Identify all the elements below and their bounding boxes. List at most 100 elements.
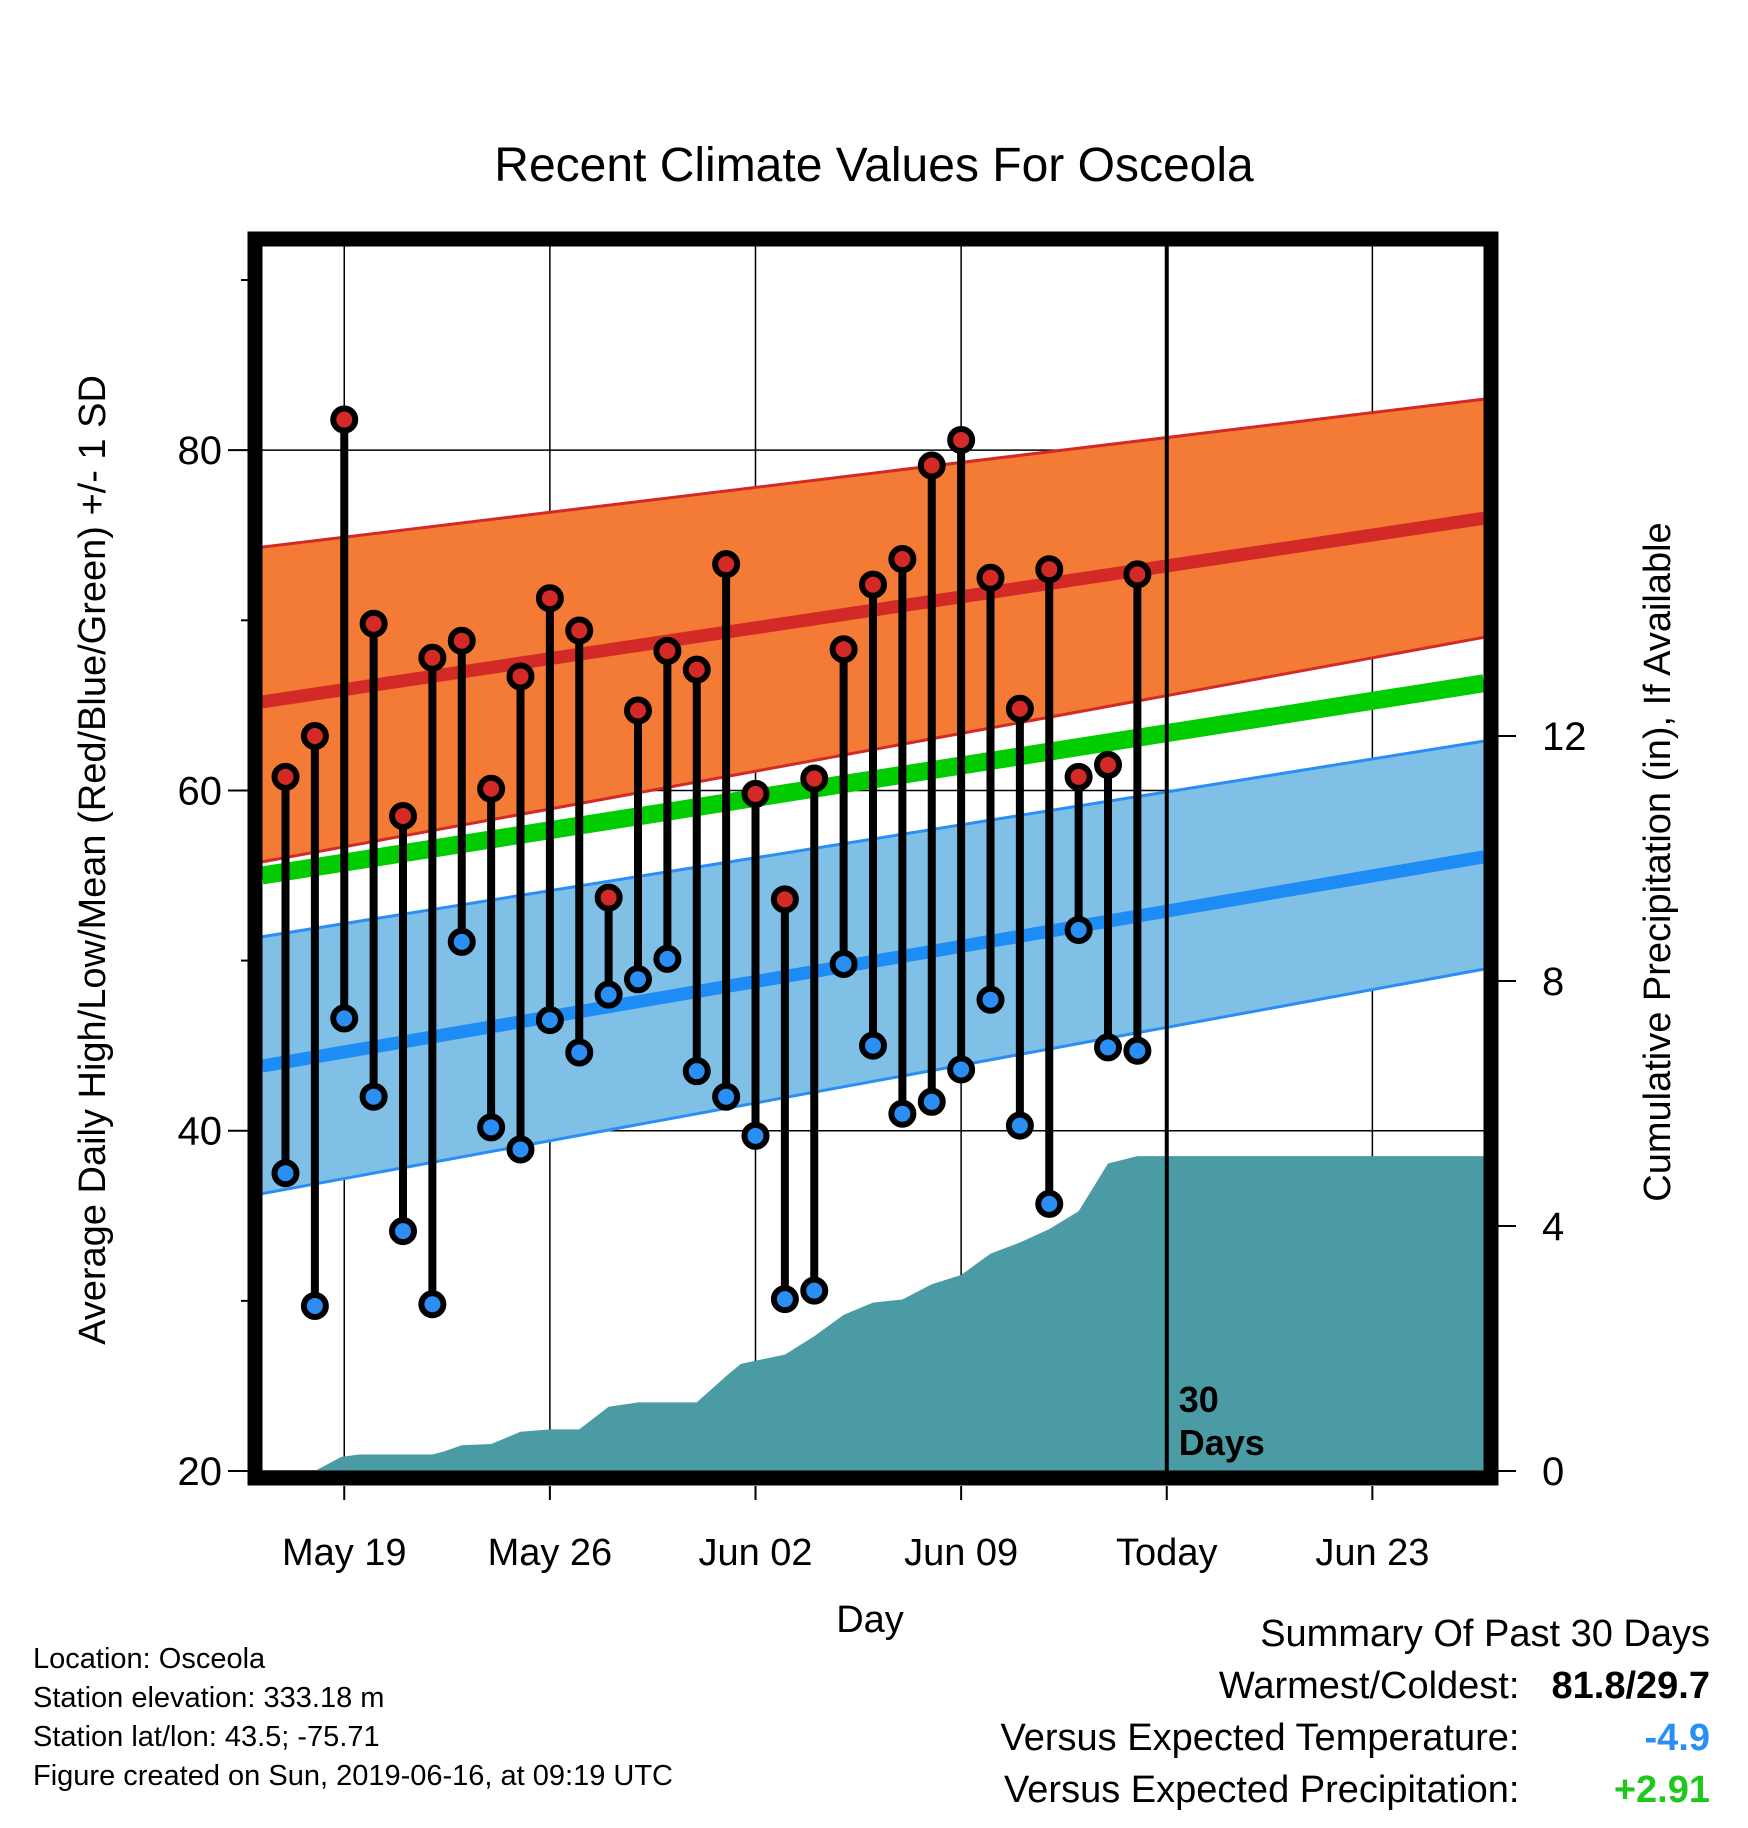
today-days-label-2: Days: [1179, 1422, 1265, 1463]
precip-row: Versus Expected Precipitation: +2.91: [1001, 1764, 1710, 1816]
daily-low-point: [271, 1159, 300, 1188]
daily-low-point: [1035, 1189, 1064, 1218]
x-tick-label: Jun 23: [1315, 1532, 1429, 1574]
daily-low-point: [947, 1055, 976, 1084]
daily-high-point: [594, 883, 623, 912]
temp-value: -4.9: [1644, 1717, 1710, 1759]
daily-high-point: [477, 774, 506, 803]
x-tick-label: Jun 02: [698, 1532, 812, 1574]
temp-label: Versus Expected Temperature:: [1000, 1717, 1520, 1759]
daily-high-point: [682, 655, 711, 684]
summary-panel: Summary Of Past 30 Days Warmest/Coldest:…: [1001, 1608, 1710, 1816]
y2-tick-label: 12: [1542, 715, 1587, 759]
y-tick-label: 60: [178, 769, 223, 813]
y2-tick-label: 8: [1542, 960, 1564, 1004]
created-text: Figure created on Sun, 2019-06-16, at 09…: [33, 1760, 673, 1792]
warmest-row: Warmest/Coldest: 81.8/29.7: [1001, 1660, 1710, 1712]
daily-low-point: [330, 1004, 359, 1033]
daily-low-point: [477, 1113, 506, 1142]
daily-low-point: [506, 1135, 535, 1164]
daily-high-point: [447, 626, 476, 655]
daily-high-point: [947, 425, 976, 454]
daily-low-point: [829, 949, 858, 978]
daily-high-point: [1005, 694, 1034, 723]
warmest-label: Warmest/Coldest:: [1218, 1665, 1520, 1707]
daily-high-point: [300, 722, 329, 750]
daily-low-point: [359, 1082, 388, 1111]
precip-label: Versus Expected Precipitation:: [1004, 1769, 1520, 1811]
daily-high-point: [712, 550, 741, 579]
x-axis-label: Day: [836, 1599, 904, 1641]
daily-high-point: [917, 451, 946, 480]
daily-low-point: [624, 965, 652, 994]
normal-low-lower-edge: [261, 967, 1485, 1196]
daily-high-point: [1094, 750, 1122, 779]
daily-low-point: [1094, 1033, 1122, 1062]
daily-high-point: [741, 779, 770, 808]
y-axis-label: Average Daily High/Low/Mean (Red/Blue/Gr…: [72, 375, 114, 1345]
daily-high-point: [888, 545, 917, 574]
x-tick-label: May 26: [488, 1532, 613, 1574]
daily-low-point: [1123, 1036, 1152, 1065]
daily-low-point: [682, 1057, 711, 1086]
daily-high-point: [359, 609, 388, 638]
daily-high-point: [800, 764, 829, 793]
daily-low-point: [770, 1285, 799, 1314]
daily-high-point: [506, 662, 535, 691]
daily-high-point: [624, 696, 652, 725]
daily-low-point: [418, 1290, 447, 1319]
daily-low-point: [1064, 915, 1093, 944]
daily-high-point: [829, 635, 858, 664]
daily-low-point: [976, 985, 1005, 1014]
daily-low-point: [800, 1276, 829, 1305]
daily-low-point: [917, 1087, 946, 1116]
plot-border: [247, 231, 1499, 1486]
temp-row: Versus Expected Temperature: -4.9: [1001, 1712, 1710, 1764]
elevation-text: Station elevation: 333.18 m: [33, 1682, 385, 1714]
daily-low-point: [712, 1082, 741, 1111]
daily-high-point: [271, 762, 300, 791]
precip-area-shape: [314, 1156, 1484, 1471]
normal-high-upper-edge: [261, 397, 1485, 549]
plot-frame: [247, 231, 1499, 1486]
summary-title: Summary Of Past 30 Days: [1260, 1613, 1710, 1655]
daily-low-point: [389, 1217, 417, 1246]
daily-range-bars: [271, 405, 1152, 1320]
precip-area: [314, 1156, 1484, 1471]
daily-high-point: [1123, 560, 1152, 589]
axis-ticks: May 19 May 26 Jun 02 Jun 09 Today Jun 2320406…: [178, 279, 1587, 1574]
daily-low-point: [741, 1121, 770, 1150]
x-tick-label: May 19: [282, 1532, 407, 1574]
y-tick-label: 20: [178, 1450, 223, 1494]
daily-low-point: [594, 980, 623, 1009]
daily-low-point: [447, 927, 476, 956]
warmest-value: 81.8/29.7: [1551, 1665, 1710, 1707]
precip-value: +2.91: [1613, 1769, 1710, 1811]
y-tick-label: 80: [178, 429, 223, 473]
daily-low-point: [888, 1099, 917, 1128]
y2-axis-label: Cumulative Precipitation (in), If Availa…: [1637, 522, 1679, 1201]
daily-high-point: [1035, 555, 1064, 584]
x-tick-label: Jun 09: [904, 1532, 1018, 1574]
location-text: Location: Osceola: [33, 1643, 266, 1675]
daily-low-point: [565, 1038, 594, 1067]
y2-tick-label: 0: [1542, 1450, 1564, 1494]
daily-low-point: [1005, 1111, 1034, 1140]
daily-high-point: [1064, 762, 1093, 791]
daily-high-point: [535, 584, 564, 613]
daily-low-point: [300, 1291, 329, 1320]
today-days-label: 30: [1179, 1379, 1219, 1420]
daily-high-point: [770, 885, 799, 914]
latlon-text: Station lat/lon: 43.5; -75.71: [33, 1721, 380, 1753]
station-info: Location: Osceola Station elevation: 333…: [33, 1640, 673, 1796]
daily-low-point: [859, 1031, 887, 1060]
y-tick-label: 40: [178, 1110, 223, 1154]
daily-high-point: [653, 636, 682, 665]
chart-title: Recent Climate Values For Osceola: [494, 139, 1254, 192]
daily-low-point: [535, 1006, 564, 1035]
x-tick-label: Today: [1116, 1532, 1217, 1574]
y2-tick-label: 4: [1542, 1205, 1564, 1249]
daily-high-point: [389, 801, 417, 830]
daily-high-point: [565, 616, 594, 645]
